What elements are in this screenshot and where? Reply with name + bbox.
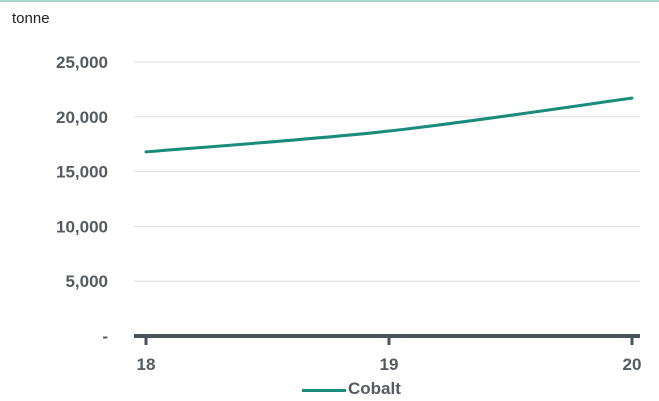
- y-tick-label: -: [102, 327, 108, 346]
- line-chart: - 5,000 10,000 15,000 20,000 25,000 18 19 20: [56, 53, 642, 374]
- legend-swatch-cobalt: [302, 389, 346, 392]
- y-tick-label: 20,000: [56, 108, 108, 127]
- top-rule: [0, 0, 659, 2]
- x-tick-label: 19: [380, 355, 399, 374]
- y-tick-label: 25,000: [56, 53, 108, 72]
- y-tick-label: 5,000: [65, 272, 108, 291]
- legend-label-cobalt: Cobalt: [348, 379, 401, 398]
- y-unit-label: tonne: [12, 10, 50, 27]
- legend: Cobalt: [0, 378, 659, 400]
- x-tick-label: 20: [623, 355, 642, 374]
- series-line-cobalt: [144, 96, 634, 154]
- y-tick-label: 15,000: [56, 163, 108, 182]
- x-tick-label: 18: [137, 355, 156, 374]
- y-tick-label: 10,000: [56, 217, 108, 236]
